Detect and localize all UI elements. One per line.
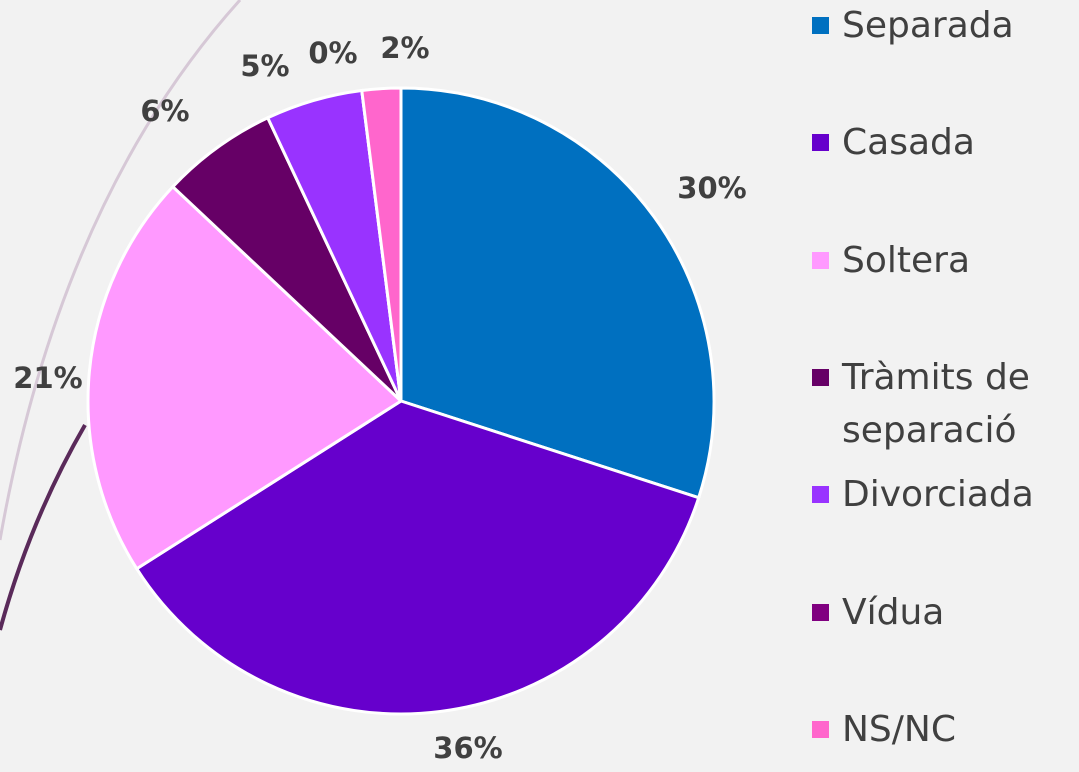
legend-item: Divorciada — [812, 468, 1062, 521]
data-label: 0% — [308, 36, 357, 70]
legend-item: NS/NC — [812, 703, 1062, 756]
legend-label: NS/NC — [842, 708, 956, 750]
legend-label: Soltera — [842, 239, 971, 281]
data-label: 21% — [13, 361, 82, 395]
legend-item: Tràmits de separació — [812, 351, 1062, 457]
legend-label: Vídua — [842, 591, 945, 633]
legend-label: Divorciada — [842, 474, 1034, 516]
pie-slice — [360, 86, 403, 402]
legend-label: Casada — [842, 122, 975, 164]
data-label: 30% — [677, 171, 746, 205]
legend-swatch — [812, 17, 829, 34]
decor-arc — [0, 423, 87, 631]
legend-item: Casada — [812, 116, 1062, 169]
legend-label: Separada — [842, 5, 1014, 46]
legend-swatch — [812, 603, 829, 621]
pie-slice — [134, 399, 701, 716]
decor-arc — [0, 0, 242, 541]
legend-label: Tràmits de separació — [842, 356, 1030, 451]
pie-slice — [399, 86, 716, 500]
pie-slice — [170, 115, 403, 403]
legend-swatch — [812, 251, 829, 269]
legend-swatch — [812, 368, 829, 386]
legend-swatch — [812, 720, 829, 738]
data-label: 2% — [380, 31, 429, 65]
pie-slice — [86, 184, 404, 571]
legend-item: Vídua — [812, 586, 1062, 639]
legend-swatch — [812, 134, 829, 152]
legend-item: Soltera — [812, 234, 1062, 287]
data-label: 5% — [240, 49, 289, 83]
legend-swatch — [812, 486, 829, 504]
data-label: 36% — [433, 731, 502, 765]
pie — [86, 86, 716, 716]
legend-item: Separada — [812, 0, 1062, 52]
data-label: 6% — [140, 94, 189, 128]
